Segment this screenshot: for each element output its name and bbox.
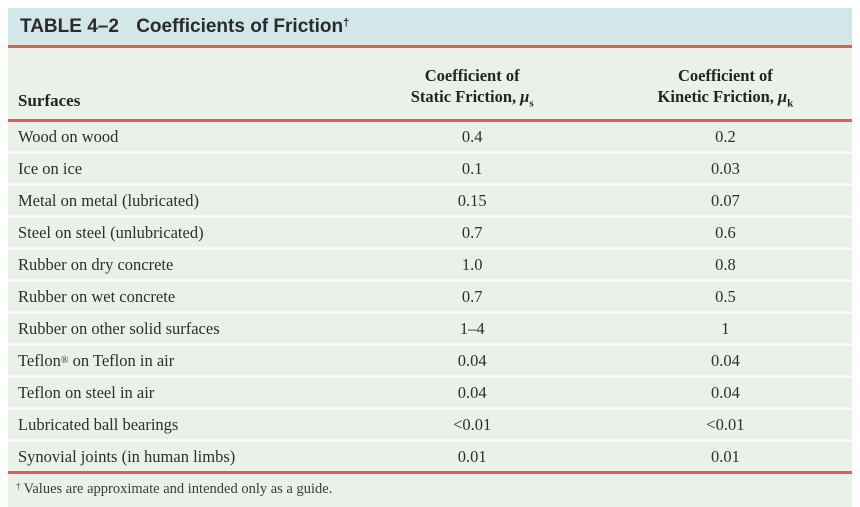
table-row: Synovial joints (in human limbs) 0.01 0.… [8, 439, 852, 474]
static-value-cell: <0.01 [345, 407, 599, 441]
surface-cell: Ice on ice [8, 151, 346, 185]
header-row: Surfaces Coefficient of Static Friction,… [8, 48, 852, 122]
footnote-dagger: † [16, 481, 21, 491]
kinetic-value-cell: 0.2 [715, 126, 736, 146]
surface-text: Teflon [18, 350, 61, 370]
mu-subscript-s: s [529, 97, 534, 110]
surface-cell: Steel on steel (unlubricated) [8, 215, 346, 249]
surface-cell: Rubber on wet concrete [8, 279, 346, 313]
surface-cell: Teflon on steel in air [8, 375, 346, 409]
kinetic-value-cell: 0.04 [598, 343, 852, 377]
mu-subscript-k: k [787, 97, 794, 110]
static-value-cell: 0.04 [345, 343, 599, 377]
friction-table: TABLE 4–2 Coefficients of Friction† Surf… [8, 8, 852, 507]
column-header-kinetic-friction: Coefficient of Kinetic Friction, μk [598, 48, 852, 122]
coefficients-table: Surfaces Coefficient of Static Friction,… [8, 48, 852, 474]
table-row: Steel on steel (unlubricated) 0.7 0.6 [8, 215, 852, 249]
kinetic-value-cell: 1 [598, 311, 852, 345]
static-value-cell: 0.7 [345, 279, 599, 313]
column-header-static-friction: Coefficient of Static Friction, μs [345, 48, 599, 122]
mu-symbol: μ [520, 86, 530, 106]
surface-cell: Rubber on dry concrete [8, 247, 346, 281]
kinetic-header-line2: Kinetic Friction, [657, 86, 774, 106]
surface-cell: Lubricated ball bearings [8, 407, 346, 441]
surface-text: on Teflon in air [68, 350, 175, 370]
surface-cell: Rubber on other solid surfaces [8, 311, 346, 345]
table-row: Rubber on wet concrete 0.7 0.5 [8, 279, 852, 313]
table-title-bar: TABLE 4–2 Coefficients of Friction† [8, 8, 852, 48]
footnote-text: Values are approximate and intended only… [23, 481, 333, 497]
table-row: Rubber on dry concrete 1.0 0.8 [8, 247, 852, 281]
static-value-cell: 0.1 [345, 151, 599, 185]
kinetic-value-cell: 0.01 [598, 439, 852, 474]
surface-cell: Synovial joints (in human limbs) [8, 439, 346, 474]
surface-cell: Teflon® on Teflon in air [8, 343, 346, 377]
table-row: Rubber on other solid surfaces 1–4 1 [8, 311, 852, 345]
table-row: Teflon on steel in air 0.04 0.04 [8, 375, 852, 409]
title-dagger: † [343, 17, 350, 29]
surface-cell: Wood on wood [18, 126, 119, 146]
kinetic-value-cell: 0.03 [598, 151, 852, 185]
column-header-surfaces: Surfaces [8, 48, 346, 122]
kinetic-value-cell: 0.8 [598, 247, 852, 281]
static-header-line2: Static Friction, [410, 86, 517, 106]
kinetic-value-cell: 0.6 [598, 215, 852, 249]
static-value-cell: 1–4 [345, 311, 599, 345]
kinetic-value-cell: <0.01 [598, 407, 852, 441]
table-title: Coefficients of Friction [136, 16, 344, 37]
table-row: Teflon® on Teflon in air 0.04 0.04 [8, 343, 852, 377]
table-number: TABLE 4–2 [20, 16, 119, 37]
static-value-cell: 1.0 [345, 247, 599, 281]
static-value-cell: 0.01 [345, 439, 599, 474]
static-value-cell: 0.7 [345, 215, 599, 249]
table-header: Surfaces Coefficient of Static Friction,… [8, 48, 852, 122]
surface-cell: Metal on metal (lubricated) [8, 183, 346, 217]
table-row: Metal on metal (lubricated) 0.15 0.07 [8, 183, 852, 217]
mu-symbol: μ [777, 86, 788, 106]
registered-trademark-symbol: ® [60, 354, 69, 366]
static-value-cell: 0.4 [461, 126, 483, 146]
kinetic-header-line1: Coefficient of [677, 66, 773, 86]
static-value-cell: 0.15 [345, 183, 599, 217]
kinetic-value-cell: 0.5 [598, 279, 852, 313]
table-row: Wood on wood 0.4 0.2 [8, 121, 852, 153]
kinetic-value-cell: 0.07 [598, 183, 852, 217]
table-footnote: † Values are approximate and intended onl… [8, 474, 852, 507]
table-body: Wood on wood 0.4 0.2 Ice on ice 0.1 0.03… [8, 121, 852, 474]
static-value-cell: 0.04 [345, 375, 599, 409]
table-row: Lubricated ball bearings <0.01 <0.01 [8, 407, 852, 441]
kinetic-value-cell: 0.04 [598, 375, 852, 409]
table-row: Ice on ice 0.1 0.03 [8, 151, 852, 185]
static-header-line1: Coefficient of [424, 66, 520, 86]
